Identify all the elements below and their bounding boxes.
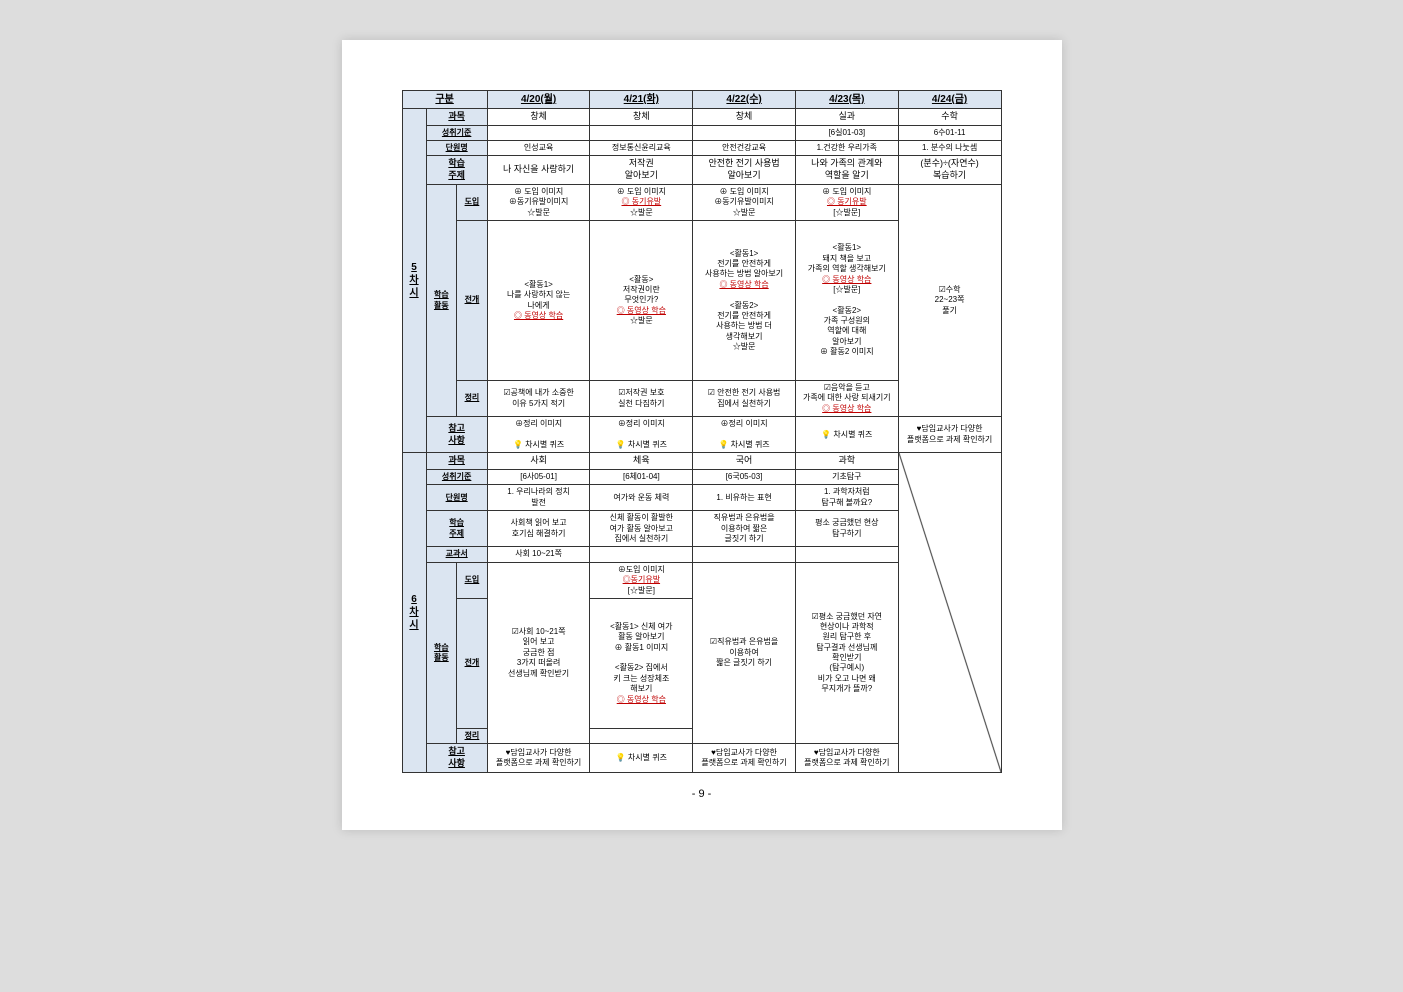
p5-r-3: 💡 차시별 퀴즈 <box>795 417 898 453</box>
p5-i-2: ⊕ 도입 이미지⊕동기유발이미지☆발문 <box>693 184 796 220</box>
p6-d-0: ☑사회 10~21쪽읽어 보고궁금한 점3가지 떠올려선생님께 확인받기 <box>487 562 590 744</box>
hdr-wrap2: 정리 <box>457 728 488 743</box>
p6-subj-2: 국어 <box>693 453 796 470</box>
p5-d-1: <활동>저작권이란무엇인가?◎ 동영상 학습☆발문 <box>590 221 693 381</box>
p5-w-1: ☑저작권 보호실천 다짐하기 <box>590 381 693 417</box>
p6-u-0: 1. 우리나라의 정치발전 <box>487 485 590 511</box>
hdr-d3: 4/22(수) <box>693 91 796 109</box>
p6-t-1: 신체 활동이 활발한여가 활동 알아보고집에서 실천하기 <box>590 511 693 547</box>
p6-i-1: ⊕도입 이미지◎동기유발[☆발문] <box>590 562 693 598</box>
p5-u-1: 정보통신윤리교육 <box>590 141 693 156</box>
hdr-ref: 참고사항 <box>426 417 487 453</box>
hdr-topic2: 학습주제 <box>426 511 487 547</box>
p5-i-3: ⊕ 도입 이미지◎ 동기유발[☆발문] <box>795 184 898 220</box>
p5-std-4: 6수01-11 <box>898 125 1001 140</box>
hdr-activity: 학습활동 <box>426 184 457 416</box>
p6-d-1: <활동1> 신체 여가활동 알아보기⊕ 활동1 이미지<활동2> 집에서키 크는… <box>590 598 693 728</box>
p6-u-1: 여가와 운동 체력 <box>590 485 693 511</box>
p6-w-1 <box>590 728 693 743</box>
p5-std-3: [6실01-03] <box>795 125 898 140</box>
p6-tb-2 <box>693 547 796 562</box>
p6-empty-diag <box>898 453 1001 772</box>
p6-subj-3: 과학 <box>795 453 898 470</box>
p6-r-2: ♥담임교사가 다양한플랫폼으로 과제 확인하기 <box>693 744 796 772</box>
p5-w-3: ☑음악을 듣고가족에 대한 사랑 되새기기◎ 동영상 학습 <box>795 381 898 417</box>
hdr-textbook2: 교과서 <box>426 547 487 562</box>
p6-std-1: [6체01-04] <box>590 470 693 485</box>
p5-r-2: ⊕정리 이미지💡 차시별 퀴즈 <box>693 417 796 453</box>
p5-d-4: ☑수학22~23쪽풀기 <box>898 184 1001 416</box>
hdr-intro: 도입 <box>457 184 488 220</box>
p6-std-3: 기초탐구 <box>795 470 898 485</box>
p6-tb-3 <box>795 547 898 562</box>
p6-label: 6차시 <box>402 453 426 772</box>
hdr-standard: 성취기준 <box>426 125 487 140</box>
hdr-topic: 학습주제 <box>426 156 487 184</box>
hdr-unit2: 단원명 <box>426 485 487 511</box>
hdr-unit: 단원명 <box>426 141 487 156</box>
p5-t-1: 저작권알아보기 <box>590 156 693 184</box>
hdr-gubun: 구분 <box>402 91 487 109</box>
p6-u-2: 1. 비유하는 표현 <box>693 485 796 511</box>
p5-u-2: 안전건강교육 <box>693 141 796 156</box>
p5-i-1: ⊕ 도입 이미지◎ 동기유발☆발문 <box>590 184 693 220</box>
p6-d-2: ☑직유법과 은유법을이용하여짧은 글짓기 하기 <box>693 562 796 744</box>
p5-u-4: 1. 분수의 나눗셈 <box>898 141 1001 156</box>
p6-r-3: ♥담임교사가 다양한플랫폼으로 과제 확인하기 <box>795 744 898 772</box>
hdr-intro2: 도입 <box>457 562 488 598</box>
document-sheet: 구분 4/20(월) 4/21(화) 4/22(수) 4/23(목) 4/24(… <box>342 40 1062 830</box>
p5-d-3: <활동1>돼지 책을 보고가족의 역할 생각해보기◎ 동영상 학습[☆발문]<활… <box>795 221 898 381</box>
p5-d-0: <활동1>나를 사랑하지 않는나에게◎ 동영상 학습 <box>487 221 590 381</box>
p5-t-3: 나와 가족의 관계와역할을 알기 <box>795 156 898 184</box>
p5-subj-4: 수학 <box>898 109 1001 126</box>
hdr-d4: 4/23(목) <box>795 91 898 109</box>
hdr-dev: 전개 <box>457 221 488 381</box>
hdr-wrap: 정리 <box>457 381 488 417</box>
p5-r-1: ⊕정리 이미지💡 차시별 퀴즈 <box>590 417 693 453</box>
p5-i-0: ⊕ 도입 이미지⊕동기유발이미지☆발문 <box>487 184 590 220</box>
p5-label: 5차시 <box>402 109 426 453</box>
p5-w-2: ☑ 안전한 전기 사용법집에서 실천하기 <box>693 381 796 417</box>
p5-u-0: 인성교육 <box>487 141 590 156</box>
p5-subj-0: 창체 <box>487 109 590 126</box>
p5-subj-3: 실과 <box>795 109 898 126</box>
p5-subj-2: 창체 <box>693 109 796 126</box>
p6-t-0: 사회책 읽어 보고호기심 해결하기 <box>487 511 590 547</box>
p5-t-2: 안전한 전기 사용법알아보기 <box>693 156 796 184</box>
p6-subj-0: 사회 <box>487 453 590 470</box>
p6-r-1: 💡 차시별 퀴즈 <box>590 744 693 772</box>
hdr-dev2: 전개 <box>457 598 488 728</box>
hdr-d5: 4/24(금) <box>898 91 1001 109</box>
hdr-d2: 4/21(화) <box>590 91 693 109</box>
p5-t-4: (분수)÷(자연수)복습하기 <box>898 156 1001 184</box>
p5-d-2: <활동1>전기를 안전하게사용하는 방법 알아보기◎ 동영상 학습<활동2>전기… <box>693 221 796 381</box>
hdr-standard2: 성취기준 <box>426 470 487 485</box>
hdr-activity2: 학습활동 <box>426 562 457 744</box>
p6-t-2: 직유법과 은유법을이용하여 짧은글짓기 하기 <box>693 511 796 547</box>
p5-std-0 <box>487 125 590 140</box>
p5-w-0: ☑공책에 내가 소중한이유 5가지 적기 <box>487 381 590 417</box>
hdr-d1: 4/20(월) <box>487 91 590 109</box>
p5-std-2 <box>693 125 796 140</box>
p5-u-3: 1.건강한 우리가족 <box>795 141 898 156</box>
p5-r-4: ♥담임교사가 다양한플랫폼으로 과제 확인하기 <box>898 417 1001 453</box>
p5-t-0: 나 자신을 사랑하기 <box>487 156 590 184</box>
p5-std-1 <box>590 125 693 140</box>
p6-tb-0: 사회 10~21쪽 <box>487 547 590 562</box>
p6-tb-1 <box>590 547 693 562</box>
p6-d-3: ☑평소 궁금했던 자연현상이나 과학적원리 탐구한 후탐구결과 선생님께확인받기… <box>795 562 898 744</box>
p6-std-0: [6사05-01] <box>487 470 590 485</box>
p5-r-0: ⊕정리 이미지💡 차시별 퀴즈 <box>487 417 590 453</box>
hdr-subject2: 과목 <box>426 453 487 470</box>
page-number: - 9 - <box>402 788 1002 800</box>
schedule-table: 구분 4/20(월) 4/21(화) 4/22(수) 4/23(목) 4/24(… <box>402 90 1002 773</box>
p6-u-3: 1. 과학자처럼탐구해 볼까요? <box>795 485 898 511</box>
p6-t-3: 평소 궁금했던 현상탐구하기 <box>795 511 898 547</box>
p6-subj-1: 체육 <box>590 453 693 470</box>
p5-subj-1: 창체 <box>590 109 693 126</box>
hdr-subject: 과목 <box>426 109 487 126</box>
p6-r-0: ♥담임교사가 다양한플랫폼으로 과제 확인하기 <box>487 744 590 772</box>
p6-std-2: [6국05-03] <box>693 470 796 485</box>
hdr-ref2: 참고사항 <box>426 744 487 772</box>
